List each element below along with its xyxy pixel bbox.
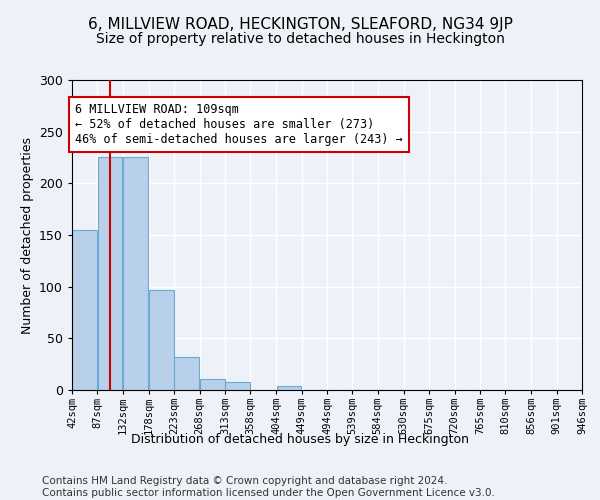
Bar: [225, 382, 250, 390]
Text: 6 MILLVIEW ROAD: 109sqm
← 52% of detached houses are smaller (273)
46% of semi-d: 6 MILLVIEW ROAD: 109sqm ← 52% of detache…: [76, 102, 403, 146]
Bar: [277, 386, 301, 390]
Text: Contains HM Land Registry data © Crown copyright and database right 2024.
Contai: Contains HM Land Registry data © Crown c…: [42, 476, 495, 498]
Y-axis label: Number of detached properties: Number of detached properties: [20, 136, 34, 334]
Text: 6, MILLVIEW ROAD, HECKINGTON, SLEAFORD, NG34 9JP: 6, MILLVIEW ROAD, HECKINGTON, SLEAFORD, …: [88, 18, 512, 32]
Bar: [175, 357, 199, 390]
Bar: [73, 230, 97, 390]
Bar: [123, 158, 148, 390]
Bar: [98, 158, 122, 390]
Text: Size of property relative to detached houses in Heckington: Size of property relative to detached ho…: [95, 32, 505, 46]
Bar: [200, 378, 224, 390]
Text: Distribution of detached houses by size in Heckington: Distribution of detached houses by size …: [131, 432, 469, 446]
Bar: [149, 290, 174, 390]
